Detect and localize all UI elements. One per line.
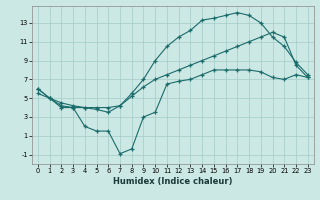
X-axis label: Humidex (Indice chaleur): Humidex (Indice chaleur) (113, 177, 233, 186)
